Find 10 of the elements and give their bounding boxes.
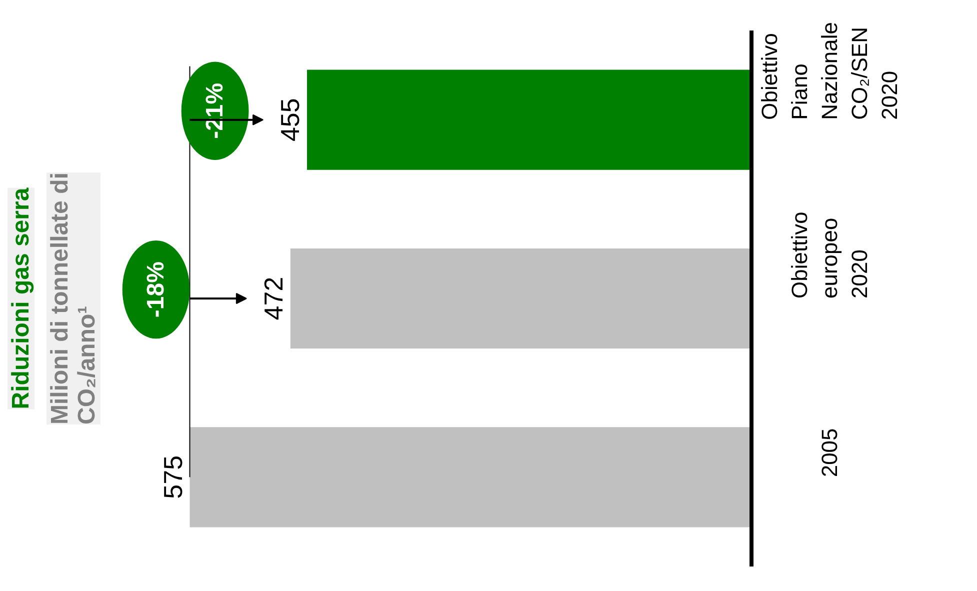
- data-label: 575: [158, 455, 188, 499]
- y-tick-label: Obiettivo europeo 2020: [787, 212, 872, 298]
- text: Riduzioni gas serra: [8, 187, 34, 410]
- y-tick-label: Obiettivo Piano Nazionale CO₂/SEN 2020: [757, 22, 902, 120]
- data-label: 472: [258, 276, 289, 320]
- data-label: 455: [275, 98, 306, 142]
- text: -18%: [142, 262, 170, 318]
- annotation: -21%: [202, 82, 229, 139]
- text: Milioni di tonnellate di CO₂/anno¹: [46, 172, 100, 424]
- y-tick-label: 2005: [817, 428, 842, 478]
